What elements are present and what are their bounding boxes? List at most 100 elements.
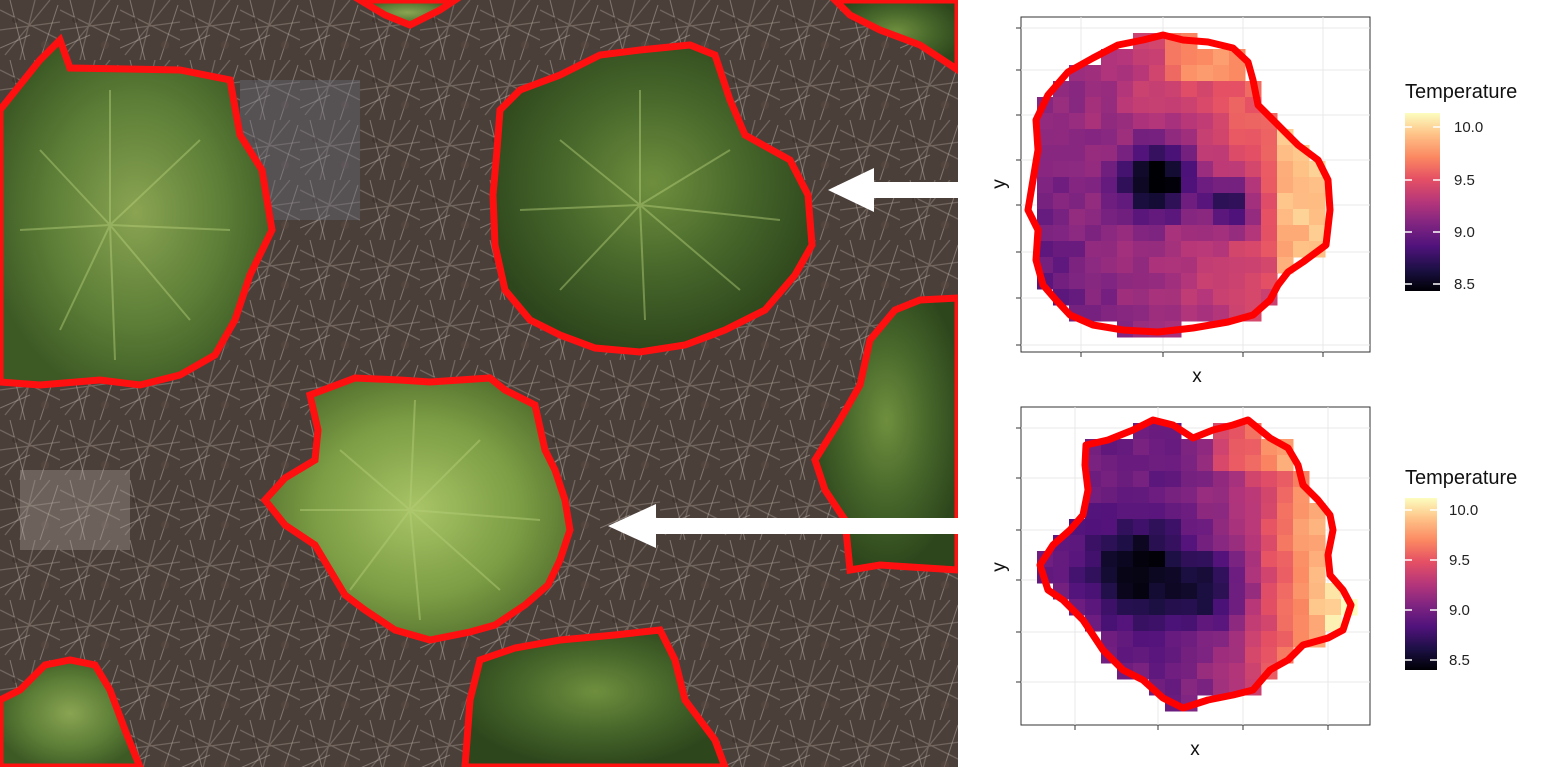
plot-1-cell [1085, 305, 1102, 322]
plot-2-cell [1149, 503, 1166, 520]
plot-1-cell [1069, 257, 1086, 274]
plot-2-cell [1165, 503, 1182, 520]
plot-2-cell [1277, 631, 1294, 648]
plot-2-cell [1197, 519, 1214, 536]
plot-1-cell [1101, 81, 1118, 98]
plot-2-cell [1197, 471, 1214, 488]
plot-2-cell [1165, 519, 1182, 536]
plot-2-cell [1117, 631, 1134, 648]
plot-1-cell [1181, 193, 1198, 210]
plot-1-cell [1229, 225, 1246, 242]
plot-1: x y Temperature 10.0 9.5 9.0 8.5 [989, 16, 1517, 387]
plot-1-legend-tick-0: 10.0 [1454, 119, 1483, 136]
plot-1-cell [1085, 177, 1102, 194]
plot-1-cell [1101, 289, 1118, 306]
plot-1-cell [1181, 65, 1198, 82]
plot-1-cell [1309, 193, 1326, 210]
plot-1-cell [1101, 145, 1118, 162]
plot-1-cell [1197, 289, 1214, 306]
plot-1-cell [1101, 177, 1118, 194]
plot-2-cell [1133, 471, 1150, 488]
plot-1-cell [1133, 289, 1150, 306]
plot-2-cell [1261, 519, 1278, 536]
plot-2-cell [1213, 647, 1230, 664]
plot-2-cell [1293, 519, 1310, 536]
plot-2-cell [1117, 503, 1134, 520]
plot-2-cell [1245, 583, 1262, 600]
plot-2-cell [1261, 455, 1278, 472]
plot-2-cell [1149, 583, 1166, 600]
plot-1-cell [1213, 129, 1230, 146]
plot-1-cell [1293, 161, 1310, 178]
plot-2-cell [1181, 599, 1198, 616]
plot-1-cell [1117, 209, 1134, 226]
plot-2-cell [1133, 487, 1150, 504]
plot-2-cell [1261, 535, 1278, 552]
plot-1-cell [1069, 129, 1086, 146]
plot-2-cell [1133, 631, 1150, 648]
plot-2-cell [1117, 439, 1134, 456]
plot-2-cell [1277, 455, 1294, 472]
plot-2-cell [1229, 535, 1246, 552]
plot-1-cell [1085, 241, 1102, 258]
tree-crown-top-small [353, 0, 462, 29]
plot-1-cell [1069, 161, 1086, 178]
plot-1-cell [1037, 129, 1054, 146]
arrow-bottom [608, 504, 958, 548]
tree-crown-bottom-left [0, 656, 144, 767]
plot-1-cell [1181, 129, 1198, 146]
plot-2-cell [1149, 647, 1166, 664]
plot-2-cell [1133, 583, 1150, 600]
plot-2-cell [1069, 551, 1086, 568]
plot-1-cell [1133, 145, 1150, 162]
plot-1-cell [1245, 257, 1262, 274]
plot-2-cell [1261, 487, 1278, 504]
plot-1-cell [1165, 81, 1182, 98]
plot-2-cell [1293, 551, 1310, 568]
plot-1-cell [1213, 113, 1230, 130]
plot-2-cell [1197, 455, 1214, 472]
plot-1-cell [1197, 113, 1214, 130]
plot-1-cell [1213, 177, 1230, 194]
plot-1-cell [1133, 81, 1150, 98]
plot-1-cell [1133, 305, 1150, 322]
plot-1-cell [1197, 257, 1214, 274]
plot-2-cell [1277, 535, 1294, 552]
plot-1-cell [1085, 145, 1102, 162]
plot-1-cell [1085, 257, 1102, 274]
plot-2-cell [1117, 535, 1134, 552]
plot-2-cell [1261, 503, 1278, 520]
plot-1-cell [1181, 257, 1198, 274]
plot-2-cell [1293, 535, 1310, 552]
plot-2-cell [1149, 487, 1166, 504]
plot-2-cell [1213, 471, 1230, 488]
plot-2-cell [1181, 503, 1198, 520]
plot-2-cell [1117, 567, 1134, 584]
plot-1-cell [1229, 257, 1246, 274]
plot-2-cell [1165, 567, 1182, 584]
plot-1-cell [1165, 225, 1182, 242]
plot-2-cell [1133, 647, 1150, 664]
plot-1-cell [1069, 177, 1086, 194]
plot-1-cell [1069, 209, 1086, 226]
tree-crown-right-edge [811, 294, 958, 575]
plot-1-cell [1213, 305, 1230, 322]
plot-1-cell [1037, 161, 1054, 178]
plot-1-cell [1069, 225, 1086, 242]
plot-1-cell [1293, 241, 1310, 258]
plot-1-cell [1133, 209, 1150, 226]
plot-2-cell [1213, 503, 1230, 520]
plot-2-cell [1053, 567, 1070, 584]
plot-1-cell [1197, 305, 1214, 322]
plot-1-cell [1213, 81, 1230, 98]
plot-1-cell [1245, 225, 1262, 242]
plot-1-cell [1037, 241, 1054, 258]
plot-2-cell [1117, 615, 1134, 632]
plot-1-cell [1101, 161, 1118, 178]
plot-2-cell [1293, 503, 1310, 520]
plot-1-cell [1181, 113, 1198, 130]
plot-2-cell [1149, 615, 1166, 632]
plot-1-cell [1245, 161, 1262, 178]
plot-2-cell [1245, 663, 1262, 680]
plot-2-cell [1101, 471, 1118, 488]
